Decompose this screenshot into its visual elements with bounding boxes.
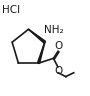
Polygon shape bbox=[28, 29, 45, 43]
Text: HCl: HCl bbox=[2, 5, 20, 15]
Polygon shape bbox=[38, 42, 45, 64]
Text: O: O bbox=[54, 66, 62, 76]
Text: O: O bbox=[55, 41, 63, 51]
Text: NH₂: NH₂ bbox=[44, 25, 63, 35]
